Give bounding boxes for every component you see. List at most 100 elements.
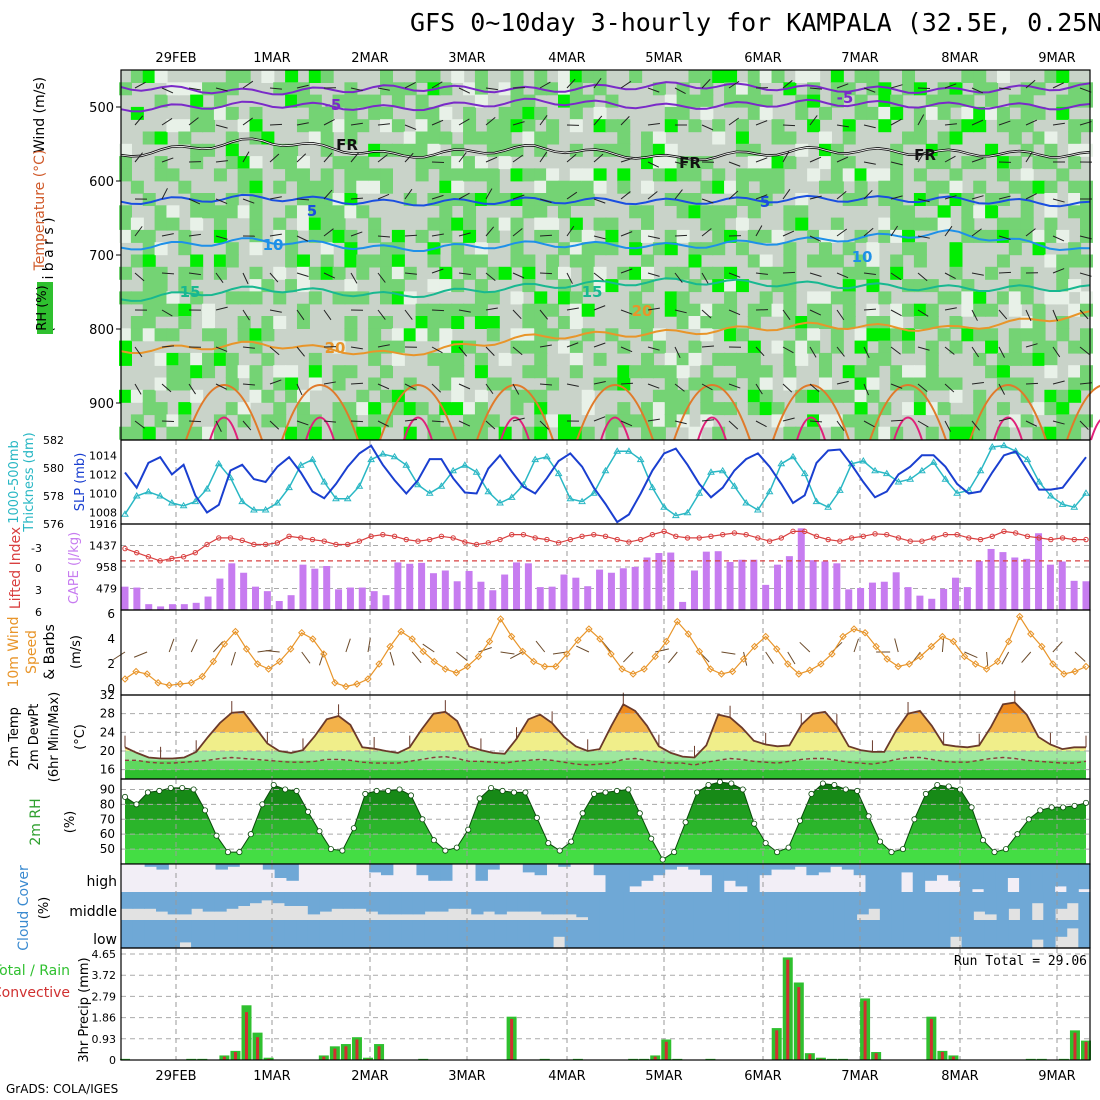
- rh-cell: [285, 156, 299, 170]
- lifted-index-point: [497, 536, 503, 543]
- cape-bar: [299, 564, 307, 610]
- rh-point: [167, 784, 174, 791]
- cloud-cell: [440, 864, 453, 881]
- wind-speed-point: [176, 680, 184, 688]
- wind-barb: [377, 344, 390, 348]
- rh-cell: [486, 377, 500, 391]
- rh-cell: [795, 352, 809, 366]
- cloud-cell: [517, 892, 531, 912]
- top-date-label: 3MAR: [448, 51, 485, 66]
- rh-cell: [166, 426, 180, 440]
- rh-cell: [996, 106, 1010, 120]
- cloud-cell: [996, 920, 1009, 948]
- rh-cell: [427, 328, 441, 342]
- thickness-point: [1000, 441, 1008, 449]
- rh-point: [751, 820, 758, 827]
- rh-cell: [747, 352, 761, 366]
- rh-cell: [700, 402, 714, 416]
- top-date-label: 4MAR: [548, 51, 585, 66]
- rh-cell: [830, 180, 844, 194]
- rh-cell: [130, 389, 144, 403]
- surface-wind-barb: [655, 648, 669, 653]
- rh-cell: [522, 254, 536, 268]
- wind-speed-point: [618, 665, 626, 673]
- cape-bar: [999, 552, 1007, 610]
- rh-cell: [712, 402, 726, 416]
- wind-barb: [296, 235, 309, 242]
- wind-barb: [971, 157, 984, 163]
- cloud-cell: [1042, 864, 1056, 892]
- top-date-label: 1MAR: [253, 51, 290, 66]
- rh-cell: [759, 168, 773, 182]
- rh-cell: [463, 303, 477, 317]
- rh-cell: [985, 328, 999, 342]
- cape-bar: [263, 591, 271, 610]
- cape-bar: [382, 595, 390, 610]
- wind-barb: [269, 379, 282, 385]
- rh-cell: [641, 316, 655, 329]
- rh-cell: [866, 266, 880, 280]
- rh-cell: [1056, 402, 1070, 416]
- cloud-cell: [522, 864, 536, 873]
- wind-speed-point: [541, 662, 549, 671]
- rh-point: [568, 838, 575, 845]
- rh-cell: [474, 402, 488, 416]
- wind-speed-point: [761, 632, 770, 641]
- wind-barb: [620, 268, 633, 274]
- rh-cell: [463, 106, 477, 120]
- rh-point: [339, 847, 346, 854]
- rh-cell: [973, 180, 987, 194]
- cloud-cell: [482, 920, 496, 948]
- wind-barb: [917, 309, 929, 317]
- rh-cell: [996, 426, 1010, 440]
- cloud-cell: [587, 920, 601, 948]
- rh-cell: [296, 402, 310, 416]
- rh-cell: [700, 70, 714, 83]
- rh-cell: [1068, 254, 1082, 268]
- rh-cell: [166, 303, 180, 317]
- rh-cell: [581, 229, 595, 243]
- rh-cell: [427, 279, 441, 293]
- rh-cell: [652, 131, 666, 145]
- surface-wind-barb: [345, 638, 351, 653]
- rh-cell: [119, 217, 132, 231]
- wind-barb: [863, 189, 873, 200]
- rh-cell: [759, 254, 773, 268]
- surface-wind-barb: [230, 651, 236, 666]
- rh-cell: [866, 328, 880, 342]
- cloud-cell: [576, 892, 589, 918]
- thickness-point: [343, 494, 352, 502]
- rh-cell: [629, 70, 643, 83]
- rh-cell: [154, 402, 168, 416]
- rh-cell: [925, 156, 939, 170]
- rh-cell: [557, 70, 571, 83]
- cloud-cell: [739, 920, 753, 948]
- thickness-point: [753, 506, 762, 513]
- cloud-cell: [681, 892, 694, 920]
- rh-cell: [308, 266, 322, 280]
- rh-point: [694, 789, 701, 796]
- rh-cell: [1080, 414, 1093, 428]
- rh-cell: [771, 402, 785, 416]
- cloud-cell: [342, 892, 356, 909]
- wind-barb: [782, 124, 796, 127]
- rh-cell: [1068, 340, 1082, 354]
- rh-cell: [735, 94, 749, 108]
- rh-cell: [1020, 168, 1034, 182]
- rh-cell: [949, 426, 963, 440]
- wind-barb: [728, 190, 739, 200]
- thickness-point: [707, 468, 715, 475]
- cloud-cell: [1031, 920, 1044, 940]
- rh-cell: [427, 217, 441, 231]
- wind-barb: [620, 382, 634, 385]
- precip-rain-bar: [233, 1052, 237, 1060]
- wind-speed-point: [364, 675, 372, 683]
- rh-cell: [771, 70, 785, 83]
- rh-cell: [296, 119, 310, 133]
- lifted-index-point: [614, 536, 620, 543]
- wind-barb: [458, 420, 471, 427]
- rh-cell: [688, 70, 702, 83]
- wind-barb: [836, 380, 849, 385]
- rh-cell: [925, 106, 939, 120]
